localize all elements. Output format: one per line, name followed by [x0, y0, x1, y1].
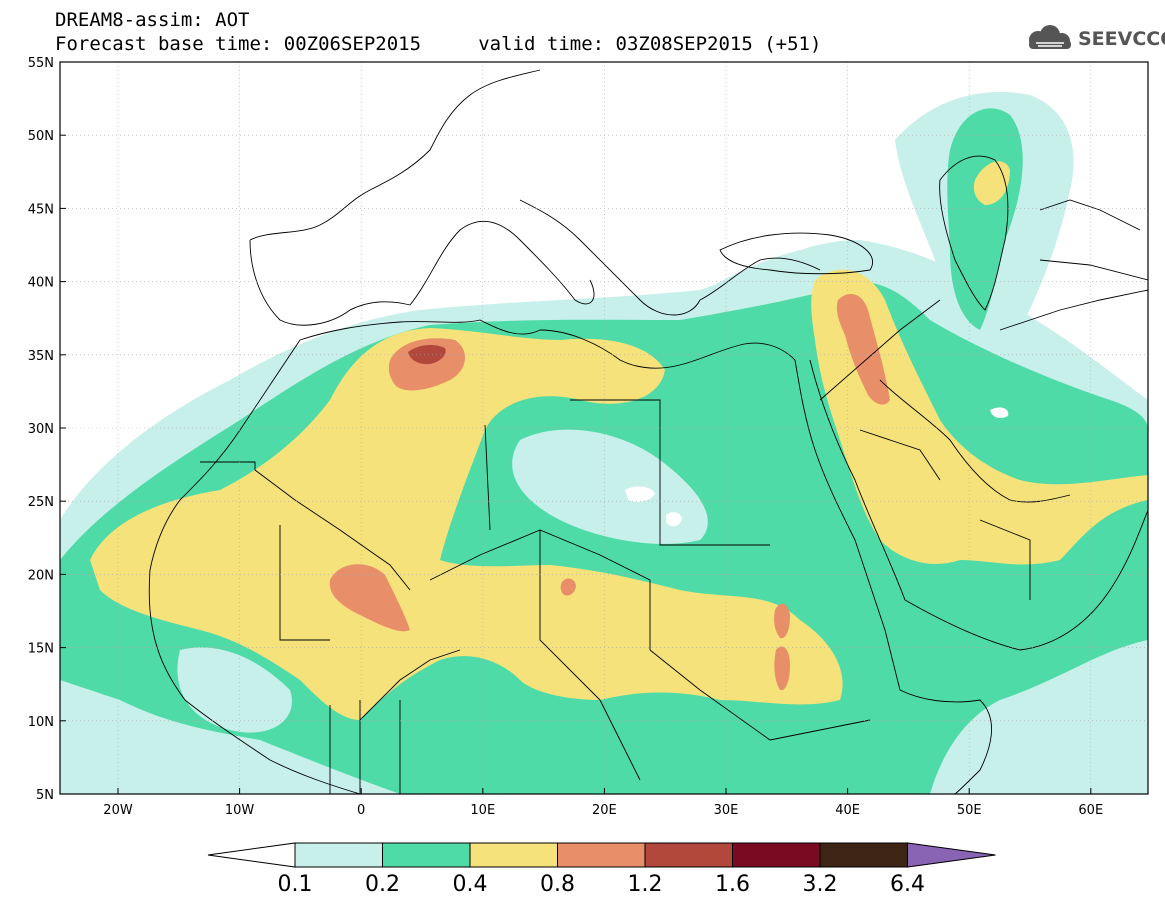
lat-label-30n: 30N	[28, 422, 54, 437]
lon-label-20e: 20E	[592, 803, 617, 818]
lat-label-25n: 25N	[28, 495, 54, 510]
title-line-2: Forecast base time: 00Z06SEP2015 valid t…	[55, 33, 822, 55]
colorbar-segment-6	[819, 842, 908, 868]
aot-band-0.8-sudan-a	[774, 603, 790, 639]
aot-band-0.4-sahara	[90, 328, 843, 720]
aot-white-patch-2	[666, 512, 682, 527]
lat-label-5n: 5N	[36, 788, 54, 803]
colorbar-label-0: 0.1	[278, 872, 313, 897]
lat-label-15n: 15N	[28, 642, 54, 657]
lon-label-0: 0	[357, 803, 365, 818]
aot-band-0.4-caspian	[973, 161, 1010, 205]
lat-label-20n: 20N	[28, 568, 54, 583]
aot-band-0.8-iraq	[836, 294, 890, 405]
aot-band-0.4-arabia	[811, 269, 1148, 565]
aot-band-0.8-chad	[560, 578, 576, 596]
lat-label-10n: 10N	[28, 715, 54, 730]
colorbar-left-arrow	[207, 842, 296, 868]
aot-band-0.8-sudan-b	[774, 646, 790, 691]
lon-label-30e: 30E	[714, 803, 739, 818]
title-line-1: DREAM8-assim: AOT	[55, 9, 250, 31]
lon-label-60e: 60E	[1078, 803, 1103, 818]
lat-label-40n: 40N	[28, 276, 54, 291]
colorbar-label-4: 1.2	[628, 872, 663, 897]
colorbar: 0.1 0.2 0.4 0.8 1.2 1.6 3.2 6.4	[207, 842, 996, 897]
lat-label-35n: 35N	[28, 349, 54, 364]
colorbar-segment-3	[557, 842, 646, 868]
colorbar-label-5: 1.6	[715, 872, 750, 897]
colorbar-label-7: 6.4	[890, 872, 925, 897]
aot-white-patch-1	[625, 486, 655, 502]
aot-band-1.2-algeria	[408, 344, 446, 365]
colorbar-label-6: 3.2	[803, 872, 838, 897]
colorbar-segment-4	[644, 842, 733, 868]
lon-label-20w: 20W	[103, 803, 133, 818]
colorbar-segment-1	[382, 842, 471, 868]
aot-patch-westafrica	[177, 647, 292, 733]
aot-shaded-field	[60, 62, 1148, 794]
aot-band-0.8-algeria	[388, 338, 466, 391]
lat-label-45n: 45N	[28, 202, 54, 217]
colorbar-label-3: 0.8	[540, 872, 575, 897]
colorbar-segment-2	[469, 842, 558, 868]
colorbar-segment-0	[294, 842, 383, 868]
logo-text: SEEVCCC	[1078, 28, 1165, 50]
aot-band-0.8-mali	[329, 564, 410, 632]
colorbar-label-1: 0.2	[365, 872, 400, 897]
colorbar-label-2: 0.4	[453, 872, 488, 897]
latitude-labels: 55N 50N 45N 40N 35N 30N 25N 20N 15N 10N 5N	[28, 56, 66, 803]
coastlines	[148, 69, 1148, 794]
lon-label-10e: 10E	[470, 803, 495, 818]
longitude-labels: 20W 10W 0 10E 20E 30E 40E 50E 60E	[103, 788, 1103, 818]
lat-label-50n: 50N	[28, 129, 54, 144]
lon-label-40e: 40E	[835, 803, 860, 818]
aot-patch-egypt	[512, 429, 708, 544]
lon-label-10w: 10W	[225, 803, 255, 818]
colorbar-segment-5	[732, 842, 821, 868]
cloud-icon	[1029, 25, 1071, 49]
colorbar-right-arrow	[907, 842, 996, 868]
lon-label-50e: 50E	[957, 803, 982, 818]
grid-lines	[60, 62, 1148, 794]
lat-label-55n: 55N	[28, 56, 54, 71]
aot-white-patch-3	[990, 407, 1009, 418]
